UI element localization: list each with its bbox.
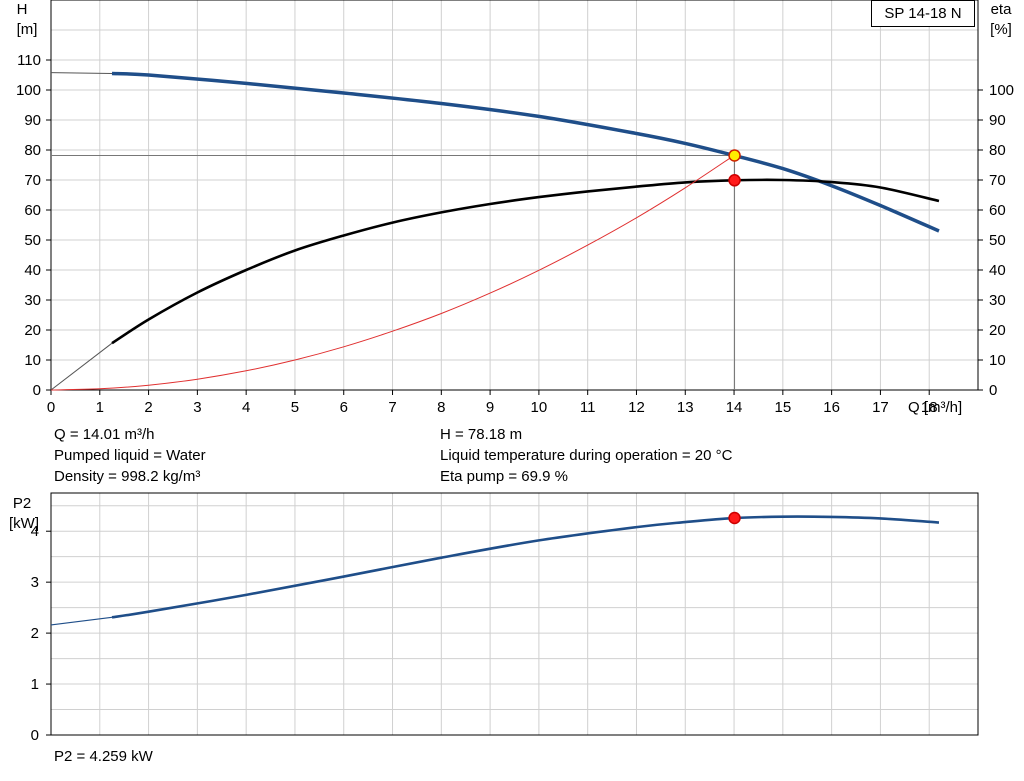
info-left: Q = 14.01 m³/h Pumped liquid = Water Den… xyxy=(54,424,206,487)
info-flow: Q = 14.01 m³/h xyxy=(54,426,155,443)
x-tick-label: 18 xyxy=(921,399,938,416)
y-tick-label-right: 100 xyxy=(989,82,1014,99)
y-axis-label-head: H xyxy=(17,1,28,18)
x-tick-label: 15 xyxy=(774,399,791,416)
x-tick-label: 14 xyxy=(726,399,743,416)
y-tick-label-power: 1 xyxy=(31,676,39,693)
y-tick-label-power: 0 xyxy=(31,727,39,744)
y-tick-label-right: 0 xyxy=(989,382,997,399)
info-power: P2 = 4.259 kW xyxy=(54,748,153,765)
y-tick-label-right: 60 xyxy=(989,202,1006,219)
x-tick-label: 0 xyxy=(47,399,55,416)
efficiency-curve-extrapolated xyxy=(50,342,113,391)
y-tick-label-left: 100 xyxy=(16,82,41,99)
power-curve-extrapolated xyxy=(50,616,113,626)
y-tick-label-left: 70 xyxy=(24,172,41,189)
info-head: H = 78.18 m xyxy=(440,426,523,443)
y-tick-label-left: 40 xyxy=(24,262,41,279)
legend-pump-model: SP 14-18 N xyxy=(871,0,975,27)
info-density: Density = 998.2 kg/m³ xyxy=(54,468,201,485)
y-tick-label-power: 2 xyxy=(31,625,39,642)
x-tick-label: 8 xyxy=(437,399,445,416)
y-tick-label-power: 4 xyxy=(31,523,39,540)
y-tick-label-left: 80 xyxy=(24,142,41,159)
x-tick-label: 7 xyxy=(388,399,396,416)
y-tick-label-right: 20 xyxy=(989,322,1006,339)
x-tick-label: 4 xyxy=(242,399,250,416)
y-axis-label-eta: eta xyxy=(991,1,1013,18)
y-tick-label-left: 0 xyxy=(33,382,41,399)
x-tick-label: 5 xyxy=(291,399,299,416)
plot-frame-lower xyxy=(50,492,979,736)
x-tick-label: 6 xyxy=(340,399,348,416)
x-tick-label: 12 xyxy=(628,399,645,416)
efficiency-curve xyxy=(111,178,940,345)
y-axis-unit-power: [kW] xyxy=(9,515,39,532)
y-tick-label-right: 30 xyxy=(989,292,1006,309)
y-axis-unit-head: [m] xyxy=(17,21,38,38)
info-right: H = 78.18 m Liquid temperature during op… xyxy=(440,424,732,487)
y-tick-label-right: 80 xyxy=(989,142,1006,159)
y-tick-label-left: 90 xyxy=(24,112,41,129)
y-tick-label-left: 60 xyxy=(24,202,41,219)
duty-point-power-marker xyxy=(728,511,741,525)
x-tick-label: 17 xyxy=(872,399,889,416)
y-tick-label-left: 110 xyxy=(17,52,41,69)
y-tick-label-right: 90 xyxy=(989,112,1006,129)
duty-point-efficiency-marker xyxy=(728,174,741,187)
x-tick-label: 2 xyxy=(144,399,152,416)
y-axis-label-power: P2 xyxy=(13,495,31,512)
info-temperature: Liquid temperature during operation = 20… xyxy=(440,447,733,464)
y-tick-label-left: 50 xyxy=(24,232,41,249)
head-curve-extrapolated xyxy=(50,72,112,74)
y-tick-label-right: 50 xyxy=(989,232,1006,249)
x-tick-label: 10 xyxy=(531,399,548,416)
x-tick-label: 16 xyxy=(823,399,840,416)
duty-point-head-marker xyxy=(728,149,741,162)
head-curve xyxy=(111,71,940,233)
y-tick-label-left: 20 xyxy=(24,322,41,339)
y-tick-label-left: 10 xyxy=(24,352,41,369)
x-tick-label: 1 xyxy=(96,399,104,416)
x-tick-label: 3 xyxy=(193,399,201,416)
y-tick-label-left: 30 xyxy=(24,292,41,309)
y-tick-label-right: 40 xyxy=(989,262,1006,279)
system-curve xyxy=(50,154,735,391)
plot-frame-upper xyxy=(50,0,979,391)
info-eta-pump: Eta pump = 69.9 % xyxy=(440,468,568,485)
y-tick-label-right: 70 xyxy=(989,172,1006,189)
power-curve xyxy=(111,515,940,619)
y-tick-label-right: 10 xyxy=(989,352,1006,369)
y-tick-label-power: 3 xyxy=(31,574,39,591)
x-tick-label: 11 xyxy=(580,399,596,416)
x-tick-label: 9 xyxy=(486,399,494,416)
info-pumped-liquid: Pumped liquid = Water xyxy=(54,447,206,464)
y-axis-unit-eta: [%] xyxy=(990,21,1012,38)
x-tick-label: 13 xyxy=(677,399,694,416)
x-axis-label: Q [m³/h] xyxy=(908,399,962,416)
